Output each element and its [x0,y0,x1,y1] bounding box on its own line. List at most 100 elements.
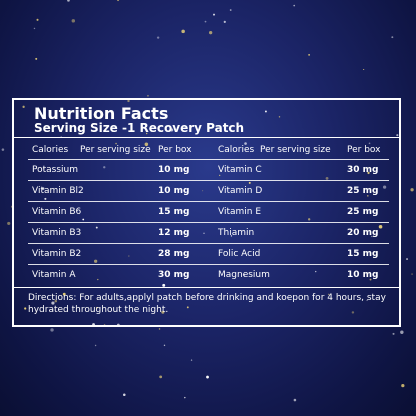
star [351,311,355,314]
star [162,283,166,287]
divider [14,137,399,138]
nutrient: Vitamin E [218,207,262,217]
star [161,310,165,314]
amount: 12 mg [158,228,190,238]
star [158,328,161,330]
star [115,142,117,145]
star [181,29,185,34]
star [103,166,106,169]
star [44,197,47,200]
nutrient: Thiamin [218,228,255,238]
star [244,142,247,145]
column-header: Per box [158,145,192,155]
star [366,299,368,301]
amount: 30 mg [347,165,379,175]
row-divider [28,264,389,265]
nutrient: Potassium [32,165,79,175]
star [163,344,166,347]
star [159,375,163,379]
star [307,218,311,221]
column-header: Calories [218,145,255,155]
star [382,185,387,189]
star [82,218,85,221]
subtitle: Serving Size -1 Recovery Patch [34,121,245,135]
star [202,190,204,192]
amount: 25 mg [347,186,379,196]
star [186,306,189,309]
star [50,328,54,332]
directions: Directions: For adults,applyl patch befo… [28,293,386,315]
star [401,383,405,388]
star [406,258,408,260]
star [371,235,373,238]
star [190,359,193,361]
star [242,273,246,277]
star [7,221,11,226]
star [223,20,226,23]
column-header: Per serving size [260,145,331,155]
star [24,307,27,310]
star [264,110,267,113]
star [62,292,66,296]
star [248,181,251,184]
star [308,53,310,56]
star [203,232,205,234]
nutrient: Vitamin B3 [32,228,82,238]
row-divider [28,243,389,244]
star [347,186,350,189]
row-divider [28,201,389,202]
star [184,396,186,399]
row-divider [28,180,389,181]
star [396,134,399,137]
star [1,148,5,151]
amount: 10 mg [347,270,379,280]
star [219,174,221,177]
star [367,171,370,175]
star [35,57,38,60]
star [206,375,209,379]
star [36,18,39,21]
row-divider [28,222,389,223]
star [127,99,130,103]
star [325,176,329,180]
star [229,9,232,11]
star [369,278,372,281]
star [170,128,174,132]
star [156,36,160,39]
amount: 20 mg [347,228,379,238]
star [368,142,371,145]
amount: 30 mg [158,270,190,280]
star [293,4,296,7]
amount: 10 mg [158,186,190,196]
nutrient: Folic Acid [218,249,261,259]
column-header: Calories [32,145,69,155]
star [293,398,297,402]
star [378,224,383,229]
nutrient: Vitamin A [32,270,76,280]
nutrient: Vitamin C [218,165,262,175]
star [41,187,45,191]
star [116,0,120,2]
star [51,301,55,305]
column-header: Per box [347,145,381,155]
star [213,13,216,16]
star [95,306,98,309]
star [54,299,58,303]
amount: 10 mg [158,165,190,175]
amount: 25 mg [347,207,379,217]
star [22,105,25,108]
star [147,94,149,97]
star [123,393,126,397]
amount: 15 mg [158,207,190,217]
amount: 15 mg [347,249,379,259]
star [35,125,38,129]
star [327,293,330,296]
amount: 28 mg [158,249,190,259]
star [204,20,207,23]
nutrient: Vitamin B6 [32,207,82,217]
nutrient: Magnesium [218,270,270,280]
star [71,19,76,23]
